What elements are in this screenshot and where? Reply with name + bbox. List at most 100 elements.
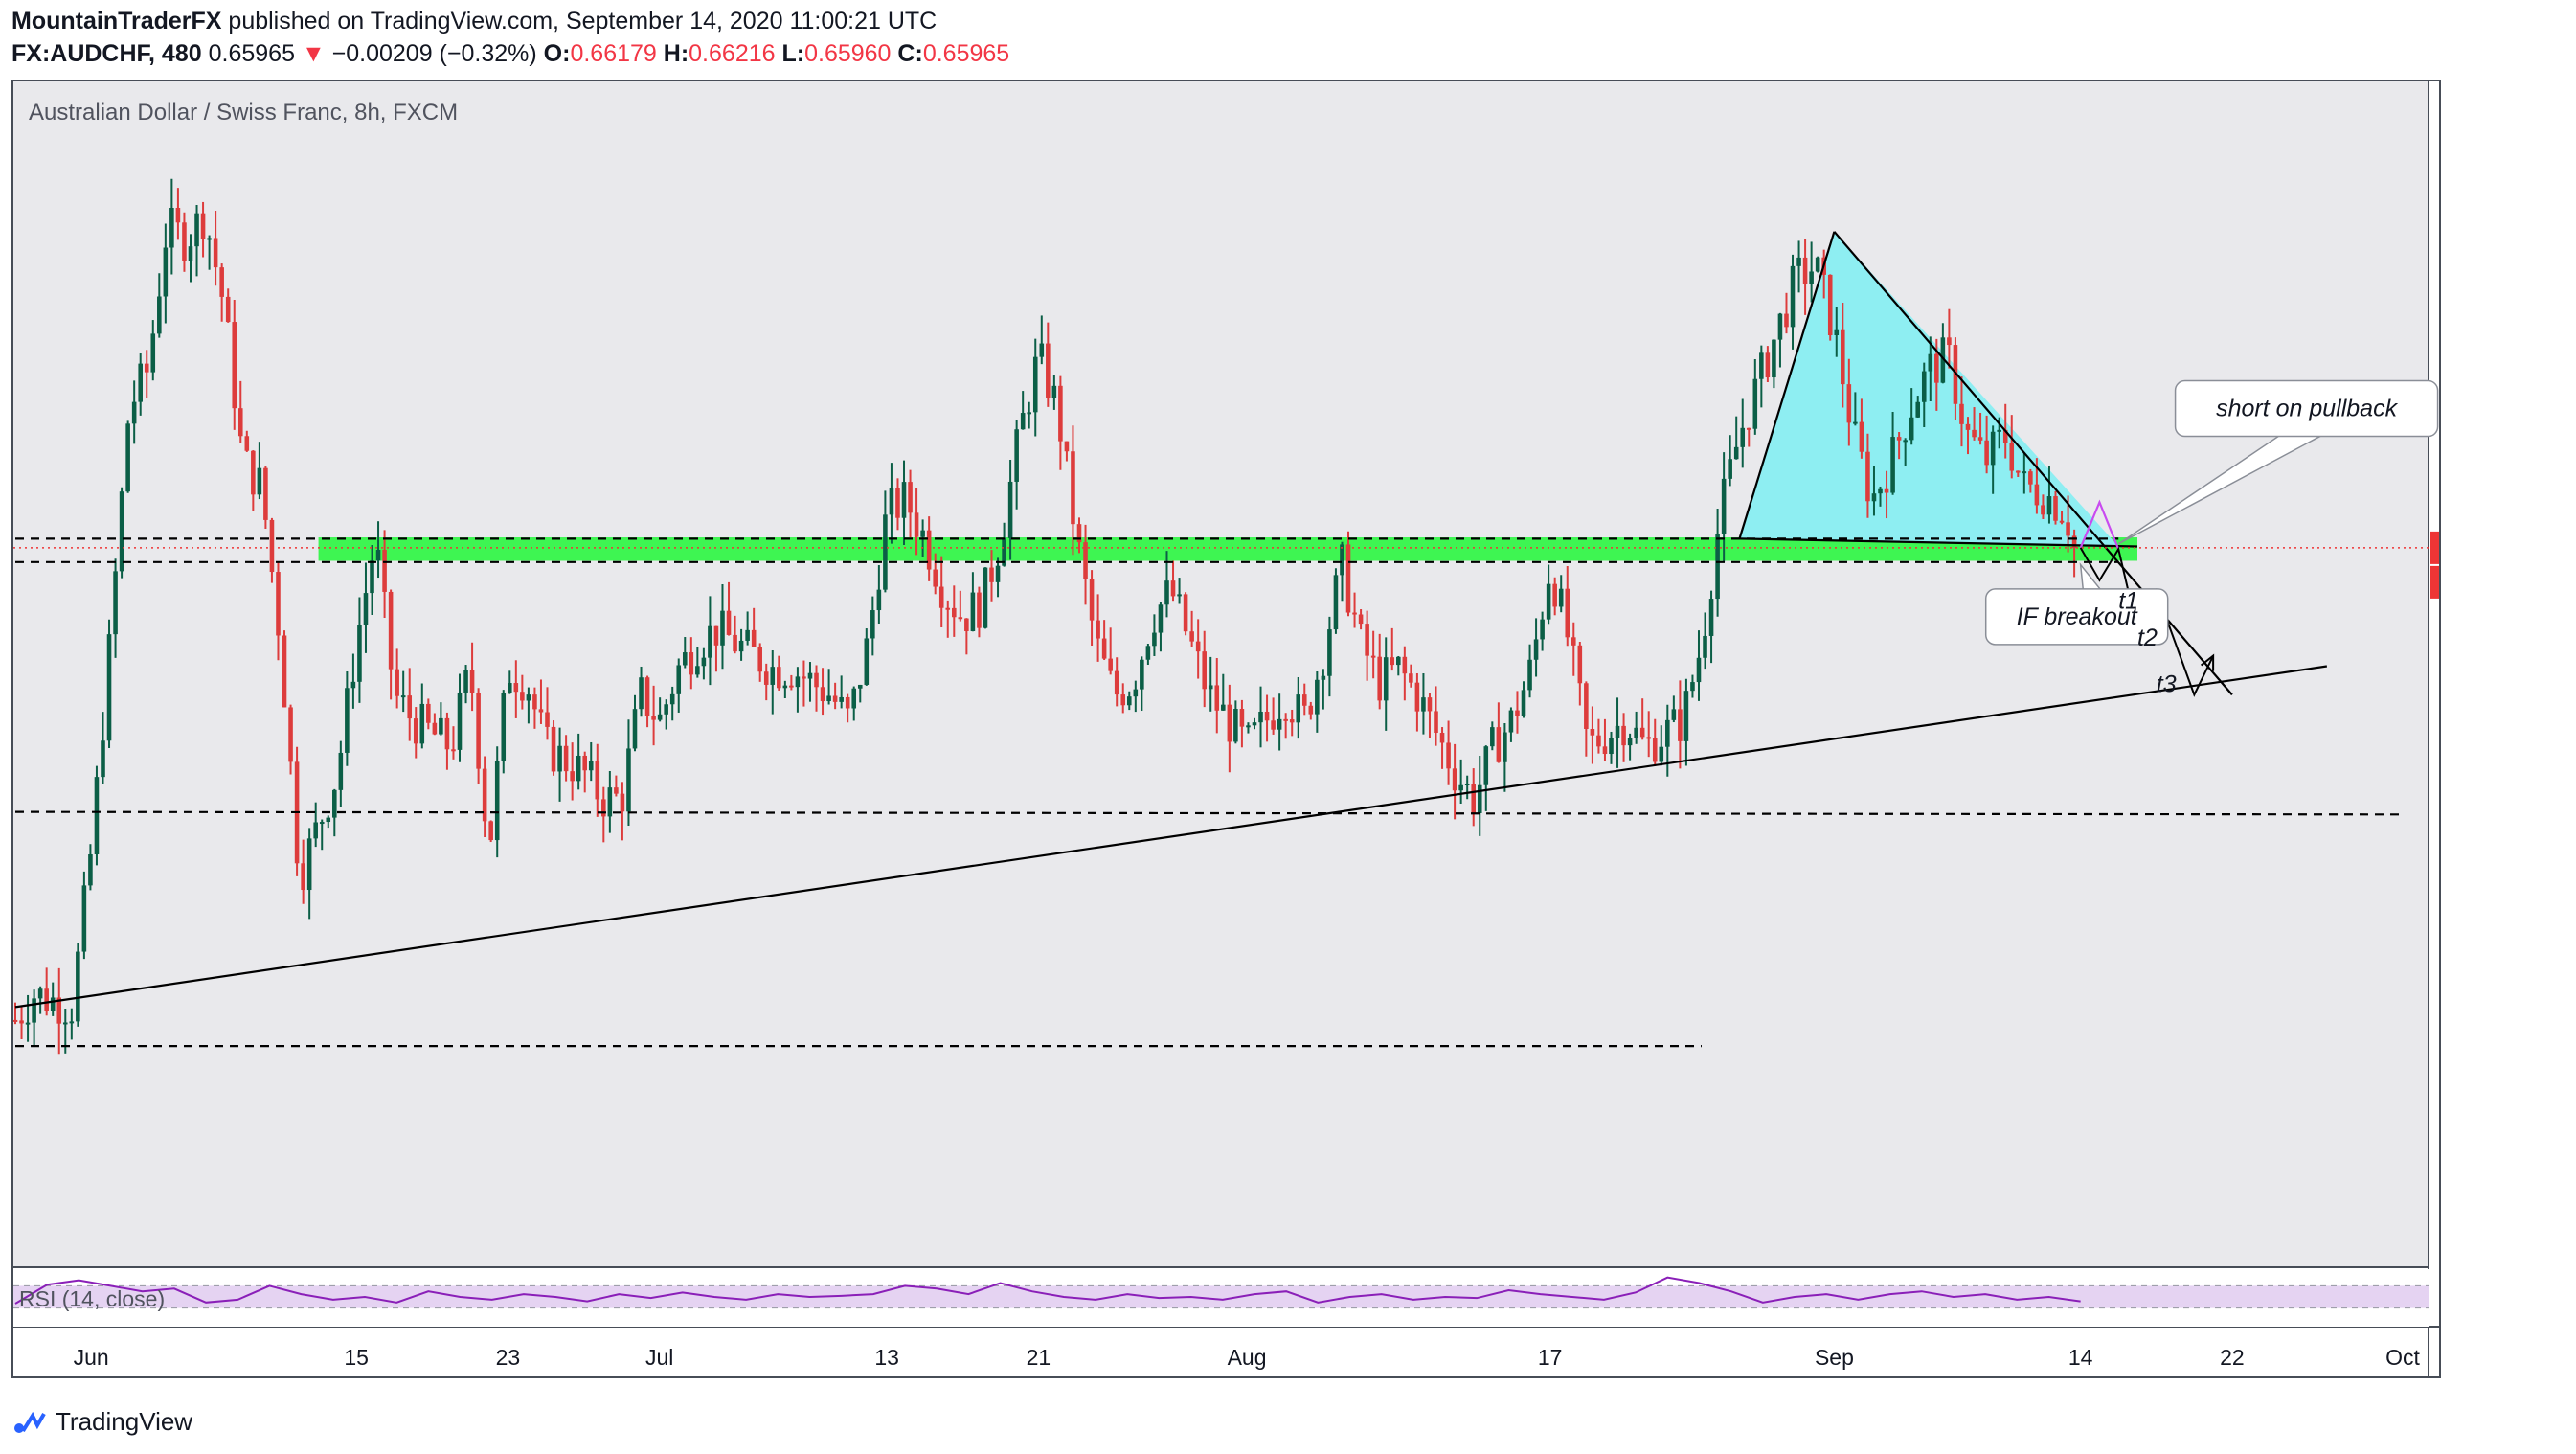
candle-body[interactable] [1221, 704, 1226, 711]
candle-body[interactable] [757, 647, 762, 672]
candle-body[interactable] [101, 740, 105, 778]
candle-body[interactable] [952, 607, 957, 618]
candle-body[interactable] [1046, 343, 1051, 398]
candle-body[interactable] [1565, 588, 1570, 638]
candle-body[interactable] [1997, 429, 2001, 432]
candle-body[interactable] [1871, 493, 1877, 502]
candle-body[interactable] [1108, 658, 1113, 671]
candle-body[interactable] [1271, 720, 1276, 730]
candle-body[interactable] [1652, 738, 1658, 762]
candle-body[interactable] [807, 672, 813, 679]
candle-body[interactable] [282, 635, 287, 708]
candle-body[interactable] [989, 567, 994, 582]
short-on-pullback-callout[interactable]: short on pullback [2117, 379, 2439, 545]
candle-body[interactable] [106, 634, 112, 741]
plot-area[interactable] [13, 81, 2429, 1267]
candle-body[interactable] [2022, 471, 2027, 474]
candle-body[interactable] [1558, 588, 1564, 607]
candle-body[interactable] [1101, 638, 1107, 659]
wedge-lower[interactable] [1739, 537, 2138, 548]
candle-body[interactable] [319, 822, 325, 825]
candle-body[interactable] [782, 685, 788, 689]
candle-body[interactable] [926, 530, 932, 570]
candle-body[interactable] [1696, 657, 1702, 683]
candle-body[interactable] [138, 363, 143, 402]
candle-body[interactable] [1083, 542, 1088, 579]
candle-body[interactable] [1859, 421, 1864, 452]
candle-body[interactable] [795, 676, 801, 688]
candle-body[interactable] [1277, 718, 1282, 730]
candle-body[interactable] [150, 333, 156, 373]
candle-body[interactable] [1252, 722, 1257, 726]
candle-body[interactable] [1464, 784, 1470, 786]
candle-body[interactable] [632, 709, 638, 749]
candle-body[interactable] [1796, 257, 1801, 266]
candle-body[interactable] [1402, 656, 1408, 674]
candle-body[interactable] [1728, 459, 1732, 479]
candle-body[interactable] [789, 685, 794, 688]
candle-body[interactable] [2041, 505, 2045, 515]
candle-body[interactable] [163, 247, 169, 297]
candle-body[interactable] [1007, 481, 1013, 538]
candle-body[interactable] [439, 717, 443, 735]
candle-body[interactable] [713, 625, 719, 646]
candle-body[interactable] [269, 519, 275, 573]
candle-body[interactable] [1977, 437, 1983, 441]
candle-body[interactable] [1546, 583, 1551, 620]
candle-body[interactable] [1076, 524, 1082, 543]
candle-body[interactable] [81, 885, 87, 952]
candle-body[interactable] [620, 793, 625, 812]
candle-body[interactable] [889, 488, 894, 515]
candle-body[interactable] [1940, 337, 1946, 383]
candle-body[interactable] [1352, 612, 1357, 615]
candle-body[interactable] [476, 693, 481, 769]
candle-body[interactable] [2034, 484, 2040, 506]
price-chart[interactable]: CHFAustralian Dollar / Swiss Franc, 8h, … [13, 81, 2439, 1376]
candle-body[interactable] [1483, 746, 1489, 785]
candle-body[interactable] [1002, 537, 1006, 566]
candle-body[interactable] [1315, 679, 1320, 715]
candle-body[interactable] [507, 683, 512, 693]
candle-body[interactable] [350, 681, 356, 689]
candle-body[interactable] [1777, 313, 1783, 340]
candle-body[interactable] [1627, 738, 1633, 746]
candle-body[interactable] [288, 707, 293, 762]
candle-body[interactable] [1809, 271, 1814, 284]
candle-body[interactable] [1772, 339, 1776, 378]
candle-body[interactable] [482, 768, 487, 822]
candle-body[interactable] [25, 1022, 31, 1025]
candle-body[interactable] [570, 771, 575, 782]
candle-body[interactable] [32, 998, 36, 1023]
candle-body[interactable] [1071, 451, 1075, 525]
candle-body[interactable] [1452, 768, 1457, 791]
candle-body[interactable] [263, 467, 268, 520]
candle-body[interactable] [1058, 385, 1063, 442]
candle-body[interactable] [175, 208, 181, 223]
candle-body[interactable] [1158, 604, 1164, 633]
candle-body[interactable] [56, 997, 62, 1024]
candle-body[interactable] [13, 1019, 18, 1022]
candle-body[interactable] [1953, 345, 1958, 404]
candle-body[interactable] [644, 677, 650, 716]
candle-body[interactable] [2009, 443, 2015, 471]
candle-body[interactable] [1646, 737, 1651, 739]
candle-body[interactable] [901, 482, 907, 518]
candle-body[interactable] [751, 629, 757, 647]
candle-body[interactable] [2046, 496, 2052, 515]
candle-body[interactable] [2053, 496, 2058, 521]
candle-body[interactable] [551, 726, 556, 772]
brand-name[interactable]: TradingView [56, 1406, 193, 1436]
candle-body[interactable] [1947, 337, 1952, 346]
candle-body[interactable] [375, 550, 381, 561]
candle-body[interactable] [1759, 352, 1764, 379]
candle-body[interactable] [1596, 735, 1601, 747]
candle-body[interactable] [370, 560, 374, 594]
candle-body[interactable] [426, 703, 431, 723]
candle-body[interactable] [62, 1022, 68, 1025]
candle-body[interactable] [1340, 544, 1344, 576]
chart-panel[interactable]: CHFAustralian Dollar / Swiss Franc, 8h, … [11, 80, 2441, 1378]
candle-body[interactable] [1928, 353, 1933, 372]
candle-body[interactable] [1790, 265, 1796, 328]
symbol-label[interactable]: FX:AUDCHF, 480 [11, 40, 202, 67]
author-name[interactable]: MountainTraderFX [11, 8, 222, 34]
